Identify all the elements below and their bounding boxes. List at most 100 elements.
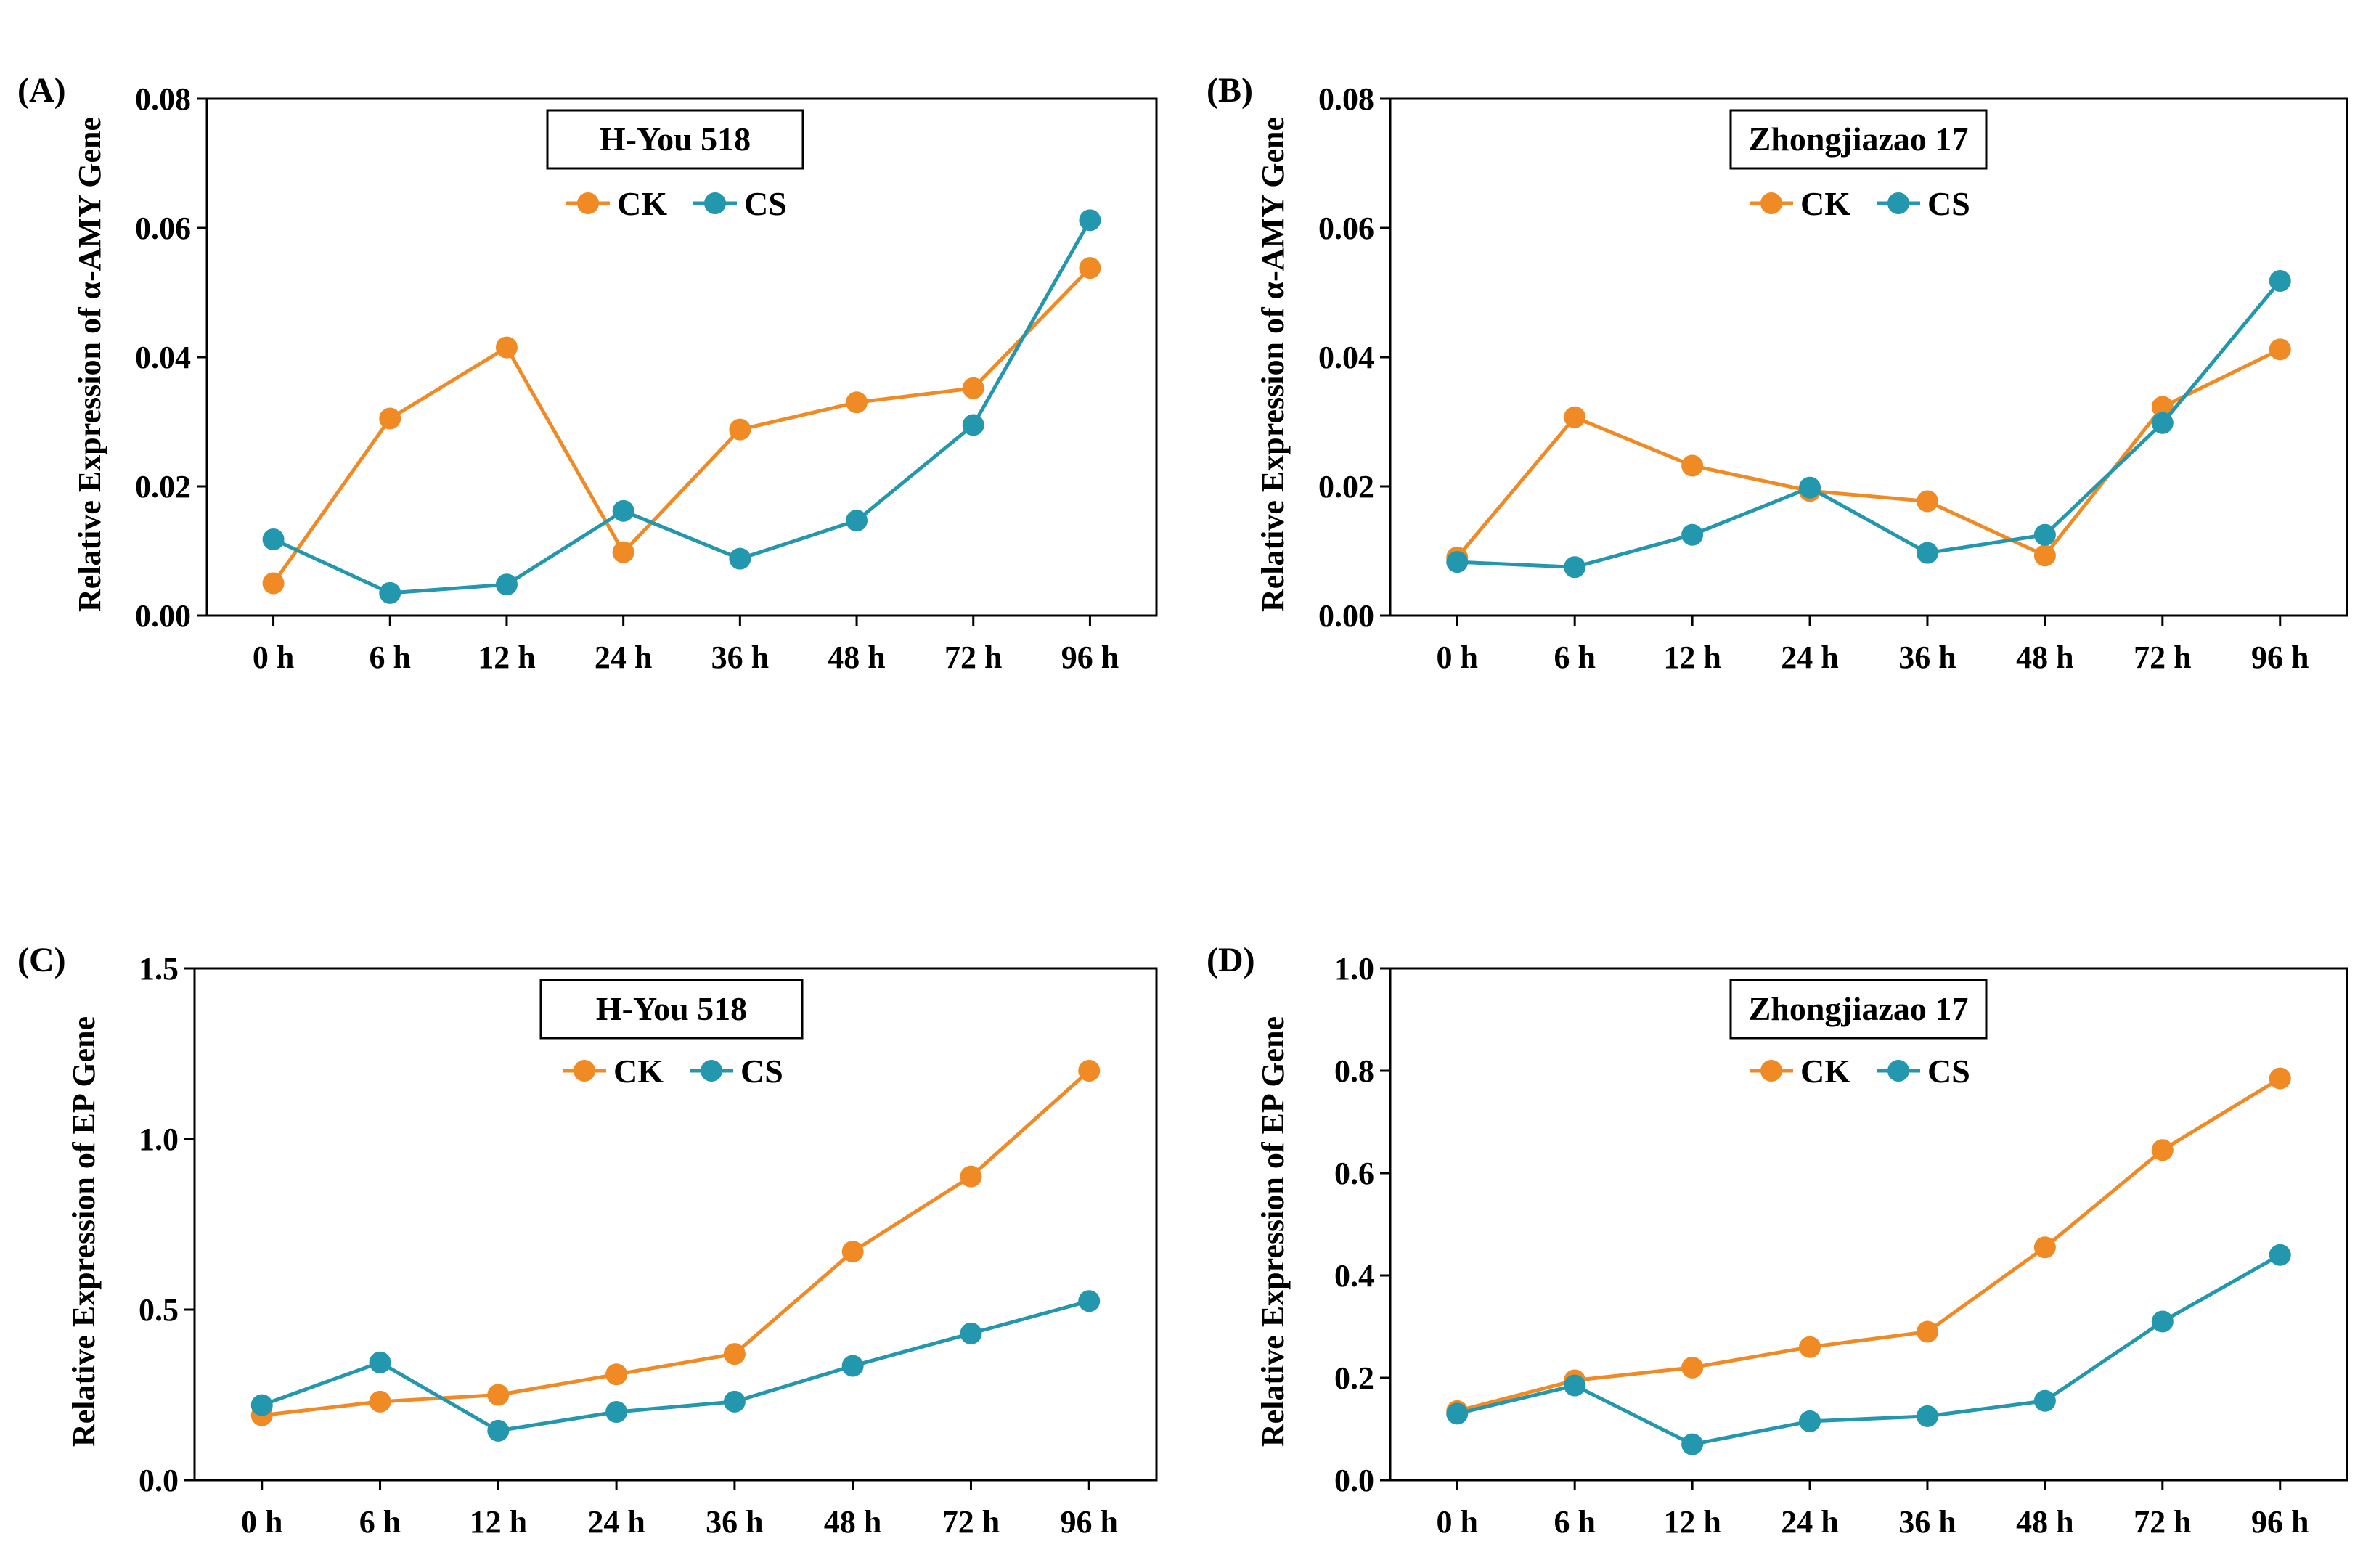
panel-d-title-box: [1729, 979, 1988, 1040]
panel-b-xtick-label: 36 h: [1898, 640, 1956, 675]
panel-b-xtick-label: 96 h: [2251, 640, 2309, 675]
panel-d-legend-marker: [1760, 1060, 1782, 1082]
panel-c-xtick-label: 48 h: [824, 1504, 881, 1540]
panel-d-label: (D): [1207, 941, 1255, 979]
panel-a-cs-point: [495, 573, 518, 596]
panel-c-xtick-label: 96 h: [1061, 1504, 1118, 1540]
panel-d-ytick-label: 0.8: [1334, 1053, 1374, 1089]
panel-d-ytick-label: 0.6: [1334, 1156, 1374, 1191]
panel-d-xtick-label: 48 h: [2016, 1504, 2073, 1540]
panel-d-cs-point: [1446, 1402, 1469, 1425]
panel-c-ck-point: [960, 1165, 982, 1188]
panel-d-xtick-label: 0 h: [1437, 1504, 1478, 1540]
panel-b-ck-point: [2151, 396, 2174, 418]
panel-b-legend-label: CK: [1800, 185, 1850, 222]
panel-a-label: (A): [17, 71, 66, 110]
panel-a-legend-marker: [577, 192, 599, 214]
panel-c-cs-point: [605, 1401, 628, 1423]
panel-d-ck-point: [1799, 1336, 1821, 1358]
panel-a-ck-point: [1079, 257, 1101, 279]
panel-a-legend-label: CK: [617, 185, 667, 222]
panel-c-cs-point: [487, 1419, 510, 1442]
panel-b-legend-ck: CK: [1750, 185, 1850, 222]
panel-d-ytick-label: 1.0: [1334, 951, 1374, 987]
panel-b-ytick-label: 0.02: [1318, 469, 1374, 505]
panel-d-ytick-label: 0.0: [1334, 1463, 1374, 1498]
panel-c-title: H-You 518: [596, 990, 747, 1027]
panel-a-xtick-label: 0 h: [253, 640, 294, 675]
panel-b-legend-label: CS: [1927, 185, 1970, 222]
panel-c-plot-frame: [193, 967, 1158, 1482]
panel-c-ck-point: [841, 1241, 864, 1263]
panel-a-xtick-label: 6 h: [370, 640, 411, 675]
panel-d-legend-ck: CK: [1750, 1053, 1850, 1090]
panel-d-ck-point: [2269, 1067, 2291, 1090]
panel-b-xtick-label: 72 h: [2134, 640, 2191, 675]
panel-b-xtick-label: 24 h: [1781, 640, 1838, 675]
panel-d-xtick-label: 24 h: [1781, 1504, 1838, 1540]
panel-d-ck-line: [1456, 1077, 2282, 1413]
panel-a: 0.00 0.02 0.04 0.06 0.08 0 h 6 h 12 h 24 h 36 h 48…: [17, 71, 1158, 675]
panel-a-series-ck: [262, 257, 1101, 595]
panel-b-ytick-label: 0.06: [1318, 211, 1374, 246]
panel-d-legend-marker: [1887, 1060, 1909, 1082]
panel-b-ylabel: Relative Expression of α-AMY Gene: [1255, 117, 1291, 612]
panel-b-ytick-label: 0.00: [1318, 598, 1374, 634]
panel-a-cs-line: [272, 219, 1092, 595]
panel-c-xtick-label: 24 h: [587, 1504, 645, 1540]
panel-a-xtick-label: 12 h: [478, 640, 535, 675]
panel-d-cs-point: [2033, 1389, 2056, 1412]
panel-d-cs-point: [1681, 1433, 1704, 1455]
panel-c-cs-line: [261, 1299, 1090, 1433]
panel-d-plot-frame: [1389, 967, 2348, 1482]
panel-c-xtick-label: 12 h: [470, 1504, 527, 1540]
panel-a-ytick-label: 0.08: [135, 81, 191, 117]
panel-a-legend-label: CS: [744, 185, 787, 222]
panel-d-ytick-label: 0.4: [1334, 1258, 1374, 1294]
panel-b-ytick-label: 0.04: [1318, 340, 1374, 375]
panel-a-ck-point: [962, 377, 984, 399]
panel-c-ylabel: Relative Expression of EP Gene: [66, 1016, 102, 1447]
panel-c-legend-ck: CK: [563, 1053, 664, 1090]
panel-b-ck-point: [2033, 544, 2056, 567]
panel-d-series-cs: [1446, 1244, 2291, 1455]
panel-c: 0.0 0.5 1.0 1.5 0 h 6 h 12 h 24 h 36 h 48 h 72 h 96…: [17, 941, 1158, 1540]
panel-c-legend-label: CK: [613, 1053, 664, 1090]
panel-b-label: (B): [1207, 71, 1253, 110]
panel-a-xtick-label: 48 h: [828, 640, 885, 675]
panel-b-legend-marker: [1887, 192, 1909, 214]
panel-c-ytick-label: 0.0: [139, 1463, 179, 1498]
panel-a-series-cs: [262, 209, 1101, 604]
panel-a-cs-point: [846, 510, 868, 532]
panel-c-cs-point: [723, 1390, 746, 1413]
panel-b-ck-point: [2269, 338, 2291, 361]
panel-d-xtick-label: 6 h: [1554, 1504, 1595, 1540]
panel-a-cs-point: [1079, 209, 1101, 232]
panel-c-ck-line: [261, 1069, 1090, 1418]
panel-b-series-cs: [1446, 269, 2291, 579]
panel-d-ytick-label: 0.2: [1334, 1360, 1374, 1396]
panel-a-ck-point: [495, 336, 518, 359]
panel-d-title: Zhongjiazao 17: [1749, 990, 1969, 1027]
panel-d-cs-point: [2269, 1244, 2291, 1266]
panel-c-series-cs: [250, 1290, 1101, 1442]
panel-b-ck-point: [1564, 406, 1586, 428]
panel-d-series-ck: [1446, 1067, 2291, 1422]
panel-d: 0.0 0.2 0.4 0.6 0.8 1.0 0 h 6 h 12 h 24 h 36 h 48 h…: [1207, 941, 2348, 1540]
panel-c-ck-point: [369, 1390, 391, 1413]
panel-d-legend-label: CS: [1927, 1053, 1970, 1090]
panel-b-xtick-label: 6 h: [1554, 640, 1595, 675]
panel-b-legend-cs: CS: [1877, 185, 1970, 222]
panel-a-cs-point: [612, 499, 634, 522]
panel-c-xtick-label: 72 h: [942, 1504, 1000, 1540]
panel-d-legend-label: CK: [1800, 1053, 1850, 1090]
panel-d-cs-line: [1456, 1253, 2281, 1447]
panel-c-label: (C): [17, 941, 66, 979]
panel-a-ytick-label: 0.00: [135, 598, 191, 634]
panel-b-cs-point: [1681, 523, 1704, 546]
panel-c-xtick-label: 6 h: [359, 1504, 401, 1540]
panel-d-xtick-label: 36 h: [1898, 1504, 1956, 1540]
panel-d-xtick-label: 72 h: [2134, 1504, 2191, 1540]
panel-d-cs-point: [1916, 1405, 1938, 1427]
